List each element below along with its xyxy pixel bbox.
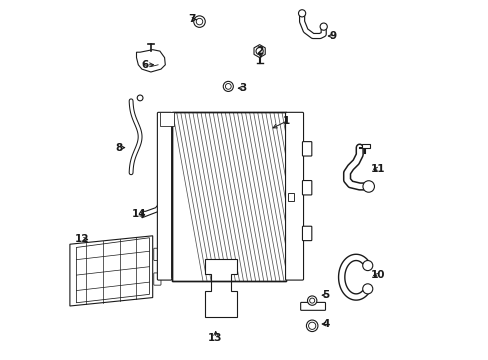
- FancyBboxPatch shape: [302, 180, 311, 195]
- Circle shape: [362, 261, 372, 271]
- FancyBboxPatch shape: [153, 273, 161, 285]
- Polygon shape: [76, 238, 149, 303]
- FancyBboxPatch shape: [302, 141, 311, 156]
- Polygon shape: [70, 236, 152, 306]
- Text: 8: 8: [115, 143, 122, 153]
- Text: 14: 14: [131, 209, 146, 219]
- Circle shape: [320, 23, 326, 30]
- Circle shape: [309, 298, 314, 303]
- Circle shape: [256, 48, 263, 55]
- Circle shape: [225, 84, 231, 89]
- Bar: [159, 112, 173, 126]
- Bar: [172, 112, 285, 281]
- Text: 11: 11: [370, 164, 385, 174]
- Circle shape: [196, 18, 203, 25]
- Text: 3: 3: [239, 83, 246, 93]
- Bar: [172, 112, 285, 281]
- Bar: [172, 4, 321, 112]
- Polygon shape: [142, 193, 167, 218]
- Text: 9: 9: [328, 31, 336, 41]
- Polygon shape: [136, 50, 165, 72]
- Text: 2: 2: [256, 46, 263, 56]
- Circle shape: [137, 95, 142, 101]
- Text: 12: 12: [75, 234, 89, 244]
- FancyBboxPatch shape: [153, 248, 161, 260]
- Bar: [285, 0, 321, 360]
- Circle shape: [193, 16, 205, 27]
- Text: 7: 7: [187, 14, 195, 24]
- Circle shape: [307, 296, 316, 305]
- Bar: [28, 0, 172, 360]
- FancyBboxPatch shape: [285, 112, 303, 280]
- Circle shape: [362, 181, 374, 192]
- Text: 6: 6: [142, 60, 149, 70]
- Circle shape: [306, 320, 317, 332]
- Circle shape: [308, 322, 315, 329]
- Bar: [361, 144, 369, 148]
- FancyBboxPatch shape: [300, 302, 325, 310]
- Circle shape: [362, 284, 372, 294]
- Bar: [287, 193, 294, 201]
- Polygon shape: [204, 259, 237, 317]
- Circle shape: [298, 10, 305, 17]
- Circle shape: [223, 81, 233, 91]
- FancyBboxPatch shape: [302, 226, 311, 240]
- Text: 5: 5: [322, 290, 329, 300]
- Text: 13: 13: [207, 333, 222, 343]
- Bar: [172, 281, 321, 360]
- Text: 10: 10: [370, 270, 385, 280]
- FancyBboxPatch shape: [157, 112, 171, 280]
- Text: 4: 4: [322, 319, 329, 329]
- Text: 1: 1: [283, 116, 290, 126]
